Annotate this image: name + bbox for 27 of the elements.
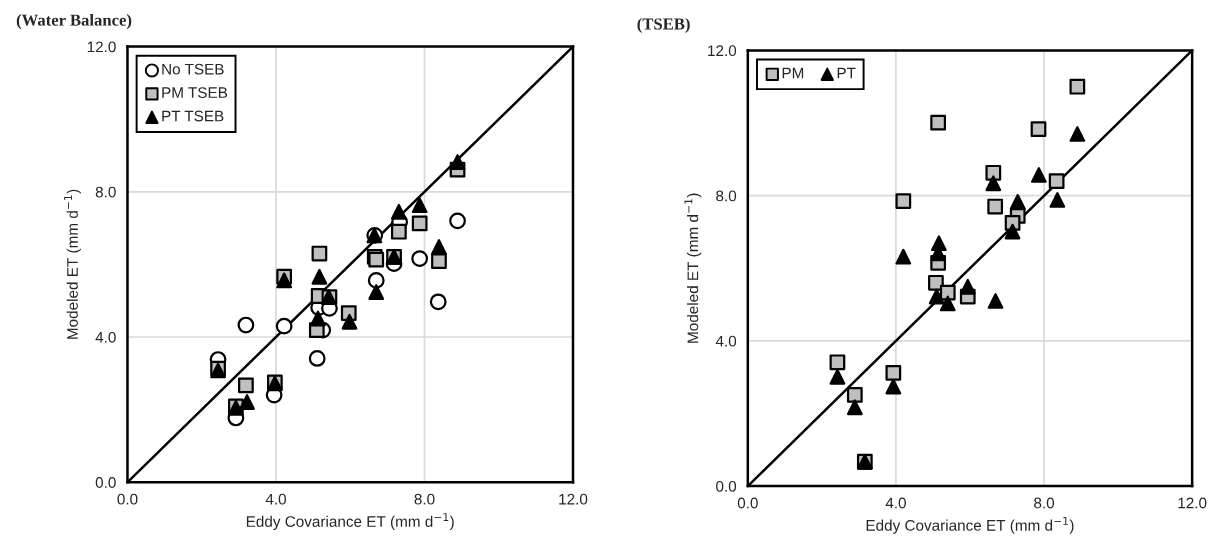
- y-tick-label: 4.0: [715, 335, 737, 347]
- x-axis-title: Eddy Covariance ET (mm d$^{−1}$): [246, 513, 454, 530]
- y-tick-label: 0.0: [716, 480, 737, 492]
- x-tick-label: 4.0: [885, 497, 906, 509]
- x-tick-label: 8.0: [1034, 497, 1055, 509]
- x-tick-label: 4.0: [265, 493, 287, 505]
- x-tick-label: 0.0: [117, 493, 138, 505]
- y-tick-label: 8.0: [95, 186, 116, 198]
- y-tick-label: 12.0: [708, 45, 737, 57]
- x-tick-label: 0.0: [737, 497, 758, 509]
- x-tick-label: 8.0: [414, 493, 435, 505]
- y-tick-label: 4.0: [95, 331, 116, 343]
- legend-label: PM TSEB: [162, 87, 228, 99]
- y-tick-label: 12.0: [87, 41, 116, 53]
- y-axis-title: Modeled ET (mm d$^{−1}$): [684, 193, 702, 343]
- x-tick-label: 12.0: [1178, 497, 1207, 509]
- x-tick-label: 12.0: [559, 493, 588, 505]
- legend-label: PT TSEB: [162, 110, 224, 122]
- x-axis-title: Eddy Covariance ET (mm d$^{−1}$): [866, 516, 1074, 534]
- y-axis-title: Modeled ET (mm d$^{−1}$): [64, 189, 81, 339]
- chart-title: (TSEB): [637, 17, 690, 33]
- y-tick-label: 8.0: [716, 190, 737, 202]
- legend-label: PT: [837, 67, 856, 79]
- legend-label: No TSEB: [162, 63, 224, 75]
- y-tick-label: 0.0: [95, 477, 116, 488]
- legend-label: PM: [782, 67, 804, 79]
- chart-title: (Water Balance): [16, 14, 132, 30]
